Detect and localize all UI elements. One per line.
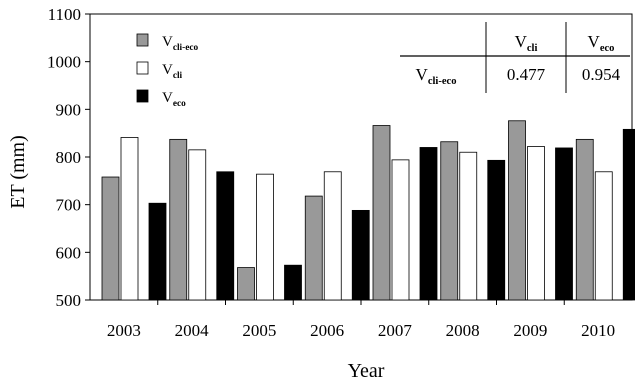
- legend: Vcli-eco Vcli Veco: [136, 33, 198, 109]
- bar-cli-2010: [594, 171, 613, 301]
- x-tick-label: 2005: [242, 321, 276, 340]
- y-tick-label: 700: [56, 196, 82, 215]
- bar-cli-eco-2007: [372, 125, 391, 301]
- table-col-header: Veco: [588, 32, 615, 54]
- y-tick-label: 1100: [48, 5, 81, 24]
- bar-eco-2007: [419, 147, 438, 301]
- x-tick-label: 2009: [513, 321, 547, 340]
- bar-eco-2008: [487, 159, 506, 301]
- bar-eco-2004: [216, 171, 235, 301]
- y-axis-label: ET (mm): [7, 135, 29, 209]
- y-tick-label: 600: [56, 243, 82, 262]
- bar-cli-eco-2010: [575, 138, 594, 301]
- bar-eco-2010: [622, 128, 635, 301]
- bar-cli-eco-2003: [101, 176, 120, 301]
- x-axis-label: Year: [348, 360, 385, 382]
- bar-cli-eco-2004: [169, 138, 188, 301]
- y-tick-label: 1000: [47, 53, 81, 72]
- bar-cli-eco-2009: [508, 120, 526, 301]
- legend-label: Veco: [162, 90, 186, 109]
- table-row-header: Vcli-eco: [416, 65, 457, 87]
- bar-cli-2007: [391, 159, 410, 301]
- x-axis: 2003 2004 2005 2006 2007 2008 2009 2010: [107, 300, 615, 340]
- bar-cli-eco-2005: [237, 267, 255, 301]
- legend-swatch: [136, 89, 149, 103]
- bar-cli-2009: [527, 146, 545, 301]
- bar-cli-2004: [188, 149, 207, 301]
- bars: [101, 120, 635, 301]
- bar-eco-2009: [555, 147, 573, 301]
- x-tick-label: 2003: [107, 321, 141, 340]
- table-col-header: Vcli: [515, 32, 538, 54]
- legend-swatch: [136, 33, 149, 47]
- y-tick-label: 900: [56, 100, 82, 119]
- bar-cli-eco-2008: [440, 141, 459, 301]
- table-value: 0.477: [507, 65, 546, 84]
- bar-cli-eco-2006: [304, 195, 323, 301]
- correlation-table: Vcli Veco Vcli-eco 0.477 0.954: [400, 22, 630, 93]
- legend-label: Vcli-eco: [162, 34, 198, 53]
- y-tick-label: 500: [56, 291, 82, 310]
- y-tick-label: 800: [56, 148, 82, 167]
- bar-eco-2003: [148, 202, 167, 301]
- x-tick-label: 2007: [378, 321, 413, 340]
- bar-cli-2006: [323, 171, 342, 301]
- table-value: 0.954: [582, 65, 621, 84]
- bar-eco-2006: [351, 209, 370, 301]
- x-tick-label: 2010: [581, 321, 615, 340]
- legend-label: Vcli: [162, 62, 183, 81]
- y-axis: 500 600 700 800 900 1000 1100: [47, 5, 90, 310]
- x-tick-label: 2006: [310, 321, 344, 340]
- bar-cli-2003: [120, 137, 139, 301]
- bar-cli-2008: [459, 151, 478, 301]
- bar-eco-2005: [284, 264, 302, 301]
- legend-swatch: [136, 61, 149, 75]
- bar-cli-2005: [256, 173, 274, 301]
- x-tick-label: 2008: [446, 321, 480, 340]
- x-tick-label: 2004: [175, 321, 210, 340]
